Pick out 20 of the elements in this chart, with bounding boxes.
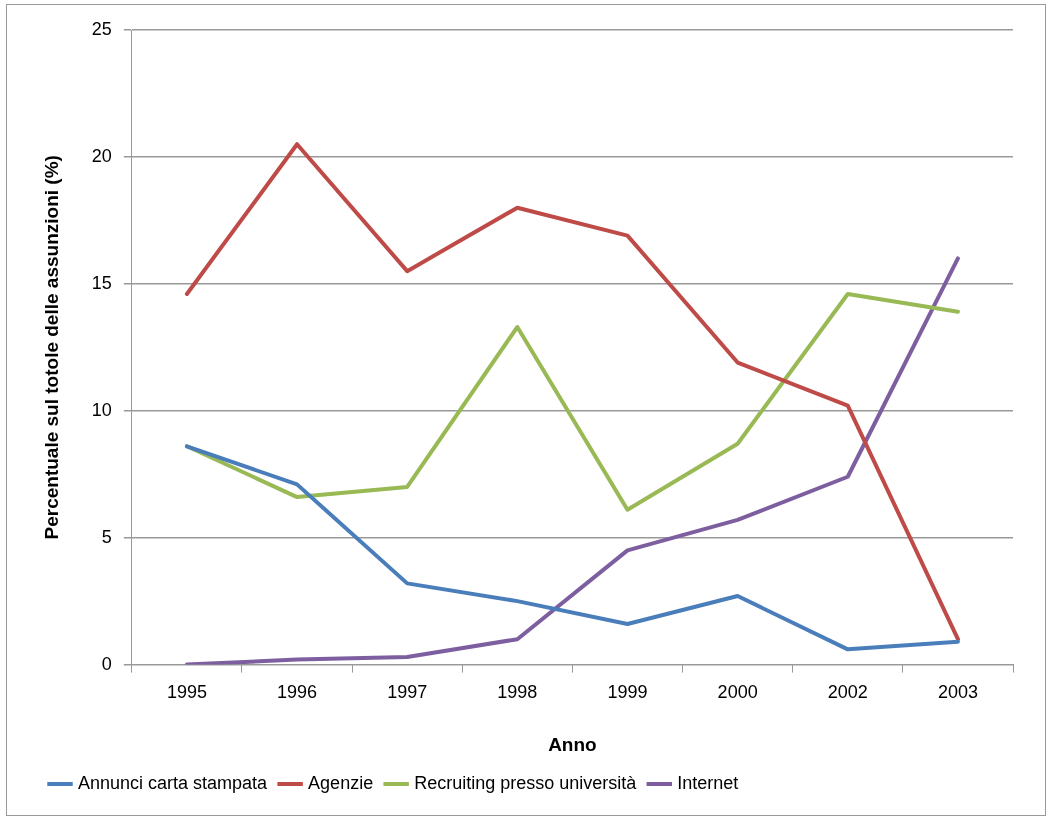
legend-label: Agenzie <box>308 772 374 793</box>
legend-label: Recruiting presso università <box>414 772 638 793</box>
x-tick-label: 1998 <box>497 682 538 703</box>
y-tick-label: 10 <box>91 399 112 420</box>
x-tick-label: 2000 <box>717 682 758 703</box>
y-tick-label: 15 <box>91 272 112 293</box>
x-tick-label: 1995 <box>166 682 207 703</box>
y-tick-label: 0 <box>101 653 112 674</box>
legend-label: Internet <box>677 772 739 793</box>
legend-label: Annunci carta stampata <box>78 772 269 793</box>
y-tick-label: 20 <box>91 145 112 166</box>
x-tick-label: 2002 <box>827 682 868 703</box>
x-tick-label: 1999 <box>607 682 648 703</box>
x-axis-title: Anno <box>548 733 597 755</box>
x-tick-label: 1996 <box>277 682 318 703</box>
y-tick-label: 5 <box>101 526 112 547</box>
y-tick-label: 25 <box>91 18 112 39</box>
x-tick-label: 2003 <box>937 682 978 703</box>
x-tick-label: 1997 <box>387 682 428 703</box>
y-axis-title: Percentuale sul totole delle assunzioni (%) <box>40 155 62 540</box>
